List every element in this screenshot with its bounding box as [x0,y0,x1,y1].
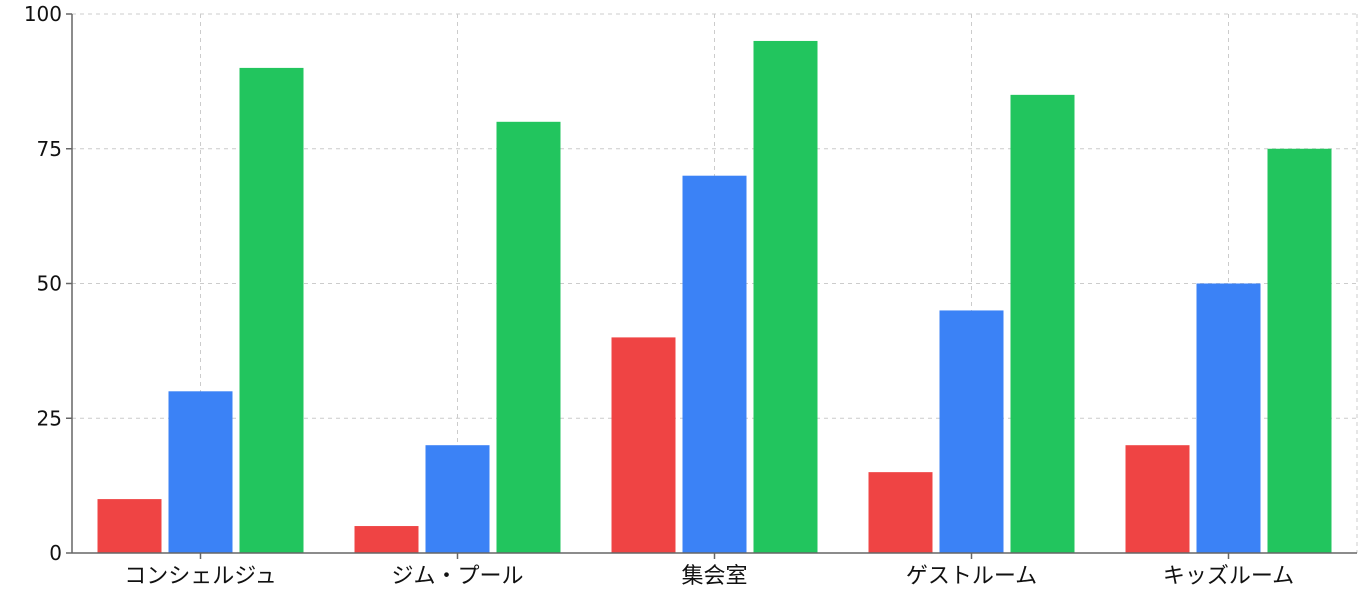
labels-layer: 0 25 50 75 100 コンシェルジュ ジム・プール 集会室 ゲストルーム キッズルーム [24,2,1294,589]
y-tick-label-0: 0 [49,541,62,565]
bar-series-0-cat-3 [868,472,933,553]
bar-series-0-cat-4 [1125,445,1190,553]
bar-series-1-cat-3 [939,310,1004,553]
bar-series-2-cat-1 [496,121,561,554]
bar-series-2-cat-2 [753,40,818,553]
y-tick-label-3: 75 [37,137,62,161]
bar-series-2-cat-0 [239,67,304,554]
bar-series-2-cat-4 [1267,148,1332,553]
x-tick-label-4: キッズルーム [1163,564,1294,589]
bars-layer [97,40,1332,554]
bar-series-1-cat-2 [682,175,747,553]
bar-series-1-cat-1 [425,445,490,553]
y-tick-label-1: 25 [37,406,62,430]
y-tick-label-4: 100 [24,2,62,26]
bar-series-1-cat-0 [168,391,233,553]
bar-series-0-cat-1 [354,526,419,553]
x-tick-label-2: 集会室 [681,564,747,589]
axes-layer [66,13,1357,559]
bar-series-2-cat-3 [1010,94,1075,553]
bar-series-1-cat-4 [1196,283,1261,553]
x-tick-label-1: ジム・プール [391,564,523,589]
x-tick-label-3: ゲストルーム [906,564,1037,589]
y-tick-label-2: 50 [37,272,62,296]
bar-series-0-cat-2 [611,337,676,553]
x-tick-label-0: コンシェルジュ [124,564,276,589]
bar-series-0-cat-0 [97,499,162,553]
